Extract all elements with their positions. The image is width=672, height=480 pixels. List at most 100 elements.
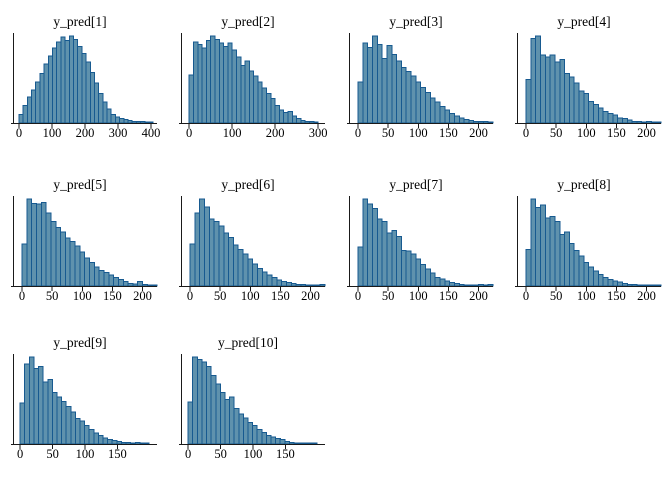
histogram-panel-6: y_pred[6] 0 50 100 150 200 xyxy=(179,177,326,303)
histogram-panel-4: y_pred[4] 0 50 100 150 200 xyxy=(515,14,662,140)
histogram-bar xyxy=(631,120,638,124)
histogram-bar xyxy=(235,56,242,124)
histogram-bar xyxy=(93,82,100,124)
x-tick-group: 0 50 100 150 xyxy=(17,445,127,461)
histogram-bar xyxy=(69,241,76,287)
histogram-bar xyxy=(36,203,42,287)
histogram-bar xyxy=(559,58,566,124)
histogram-bar xyxy=(296,118,302,124)
x-tick-label: 200 xyxy=(637,126,656,140)
histogram-bar xyxy=(617,281,623,287)
histogram-bar xyxy=(405,250,412,287)
x-tick-label: 50 xyxy=(550,289,563,303)
histogram-bar xyxy=(247,258,254,287)
x-tick-label: 300 xyxy=(109,126,128,140)
histogram-bar xyxy=(636,284,643,287)
histogram-bar xyxy=(116,440,122,445)
histogram-bar xyxy=(482,121,489,124)
x-tick-label: 0 xyxy=(19,289,25,303)
panel-title: y_pred[9] xyxy=(53,335,106,350)
histogram-bar xyxy=(28,356,35,445)
histogram-bar xyxy=(64,39,70,124)
histogram-bar xyxy=(396,60,402,124)
histogram-bar xyxy=(362,198,369,287)
histogram-bar xyxy=(564,231,570,287)
histogram-bar xyxy=(376,44,383,124)
histogram-bar xyxy=(597,273,604,287)
panel-title: y_pred[8] xyxy=(557,177,610,192)
x-tick-label: 50 xyxy=(46,447,59,461)
histogram-bar xyxy=(42,381,49,445)
histogram-bar xyxy=(256,429,263,445)
histogram-bar xyxy=(283,112,289,124)
histogram-bar xyxy=(607,278,614,287)
histogram-bar xyxy=(309,121,315,124)
histogram-bar xyxy=(271,277,278,287)
x-tick-group: 0 100 200 300 xyxy=(186,124,327,140)
histogram-bar xyxy=(257,81,263,124)
histogram-panel-8: y_pred[8] 0 50 100 150 200 xyxy=(515,177,662,303)
histogram-bar xyxy=(275,437,281,445)
histogram-bar xyxy=(425,92,431,124)
histogram-bar xyxy=(26,198,33,287)
histogram-bar xyxy=(626,119,633,124)
histogram-bar xyxy=(257,268,263,287)
histogram-bar xyxy=(65,406,72,445)
x-tick-group: 0 50 100 150 xyxy=(185,445,295,461)
histogram-bars xyxy=(357,35,494,124)
x-tick-label: 400 xyxy=(142,126,161,140)
histogram-bar xyxy=(410,75,417,124)
histogram-bar xyxy=(89,262,95,287)
x-tick-label: 150 xyxy=(607,289,626,303)
x-tick-label: 200 xyxy=(469,289,488,303)
histogram-bar xyxy=(425,268,431,287)
histogram-bar xyxy=(47,379,53,445)
histogram-bar xyxy=(434,276,441,287)
histogram-bar xyxy=(132,283,139,287)
x-tick-label: 0 xyxy=(185,447,191,461)
histogram-bar xyxy=(284,440,290,445)
x-tick-label: 100 xyxy=(577,126,596,140)
histogram-bar xyxy=(311,442,318,445)
histogram-bar xyxy=(290,282,297,287)
histogram-bar xyxy=(206,366,212,445)
histogram-panel-5: y_pred[5] 0 50 100 150 200 xyxy=(11,177,158,303)
histogram-panel-1: y_pred[1] 0 100 200 300 400 xyxy=(11,14,161,140)
x-tick-label: 200 xyxy=(133,289,152,303)
histogram-bar xyxy=(56,396,63,445)
histogram-bar xyxy=(270,98,276,124)
x-tick-group: 0 50 100 150 200 xyxy=(355,287,488,303)
histogram-bar xyxy=(252,263,259,287)
histogram-bar xyxy=(224,399,231,445)
histogram-bar xyxy=(588,100,595,124)
histogram-bar xyxy=(103,272,110,287)
histogram-bar xyxy=(188,74,194,124)
histogram-bar xyxy=(205,39,212,124)
histogram-bar xyxy=(473,284,480,287)
histogram-bar xyxy=(201,361,208,445)
histogram-bars xyxy=(19,356,150,445)
histogram-bar xyxy=(68,35,74,124)
histogram-bar xyxy=(429,272,436,287)
histogram-bar xyxy=(201,47,207,124)
histogram-bar xyxy=(540,204,546,287)
histogram-bar xyxy=(229,396,235,445)
histogram-bar xyxy=(33,367,40,445)
histogram-bar xyxy=(242,253,249,287)
histogram-bar xyxy=(89,72,95,124)
histogram-bar xyxy=(60,231,66,287)
histogram-bar xyxy=(453,282,460,287)
histogram-bar xyxy=(434,101,441,124)
x-tick-label: 150 xyxy=(439,289,458,303)
histogram-bar xyxy=(43,63,49,124)
histogram-bar xyxy=(400,249,407,287)
histogram-bar xyxy=(544,217,551,287)
x-tick-group: 0 50 100 150 200 xyxy=(523,124,656,140)
histogram-bar xyxy=(429,97,436,124)
x-tick-label: 100 xyxy=(244,447,263,461)
histogram-bars xyxy=(187,356,318,445)
histogram-bar xyxy=(549,54,556,124)
histogram-bar xyxy=(261,271,268,287)
histogram-bar xyxy=(26,96,33,124)
histogram-bar xyxy=(266,92,272,124)
